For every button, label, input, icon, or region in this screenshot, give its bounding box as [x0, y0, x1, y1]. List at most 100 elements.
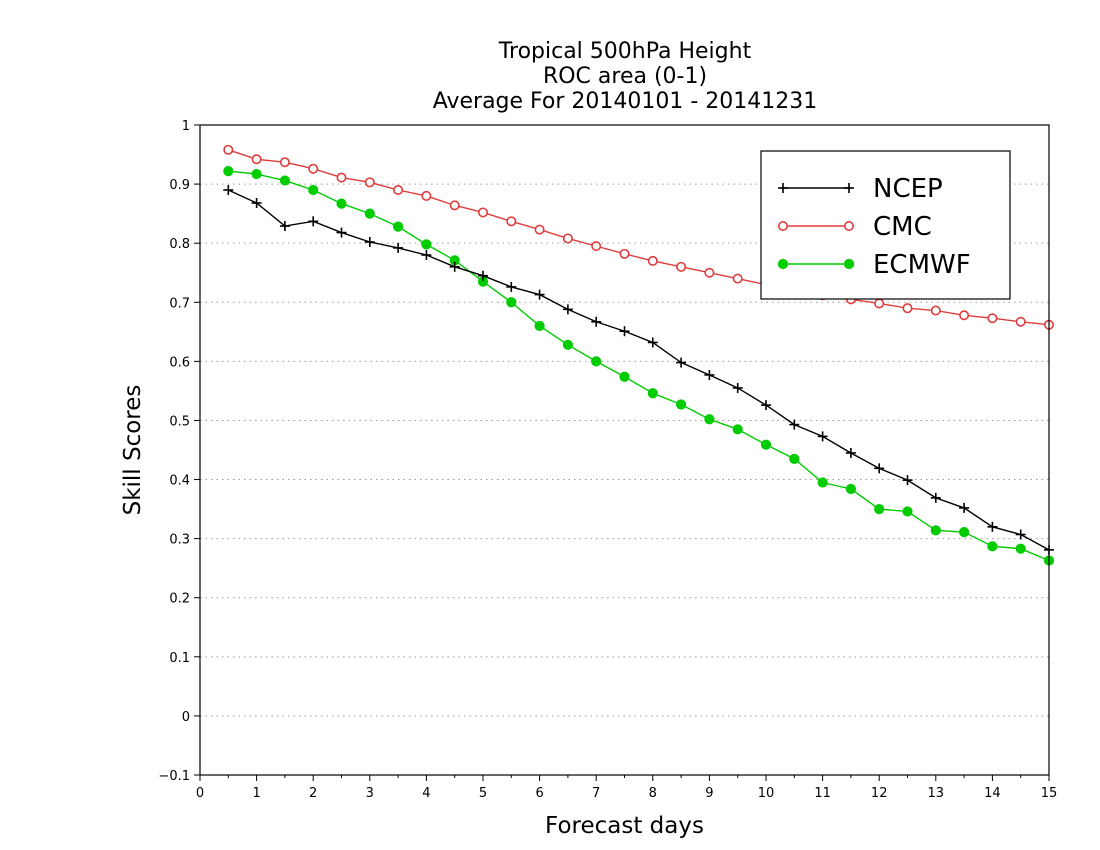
x-tick-label: 8 [649, 786, 657, 801]
data-point [1015, 543, 1026, 554]
data-point [534, 320, 545, 332]
legend-label: ECMWF [873, 250, 971, 280]
data-point [223, 144, 234, 155]
data-point [421, 239, 432, 250]
x-tick-label: 3 [366, 786, 374, 801]
data-point [308, 184, 319, 196]
y-tick-label: 0.3 [169, 533, 190, 548]
data-point [789, 453, 800, 464]
data-point [619, 248, 630, 259]
data-point [506, 216, 517, 227]
x-tick-label: 10 [758, 786, 775, 801]
data-point [987, 313, 998, 324]
y-tick-label: 0.8 [169, 237, 190, 252]
y-tick-label: 0.4 [169, 474, 190, 489]
series-line-ncep [228, 189, 1050, 551]
data-point [760, 439, 772, 450]
title-line-2: ROC area (0-1) [543, 64, 707, 89]
data-point [364, 208, 375, 219]
data-point [874, 463, 885, 474]
data-point [562, 339, 574, 350]
y-tick-label: 0.5 [169, 414, 190, 429]
data-point [874, 503, 885, 515]
data-point [959, 527, 970, 538]
data-point [591, 356, 602, 367]
legend-label: NCEP [873, 174, 943, 204]
data-point [393, 221, 404, 232]
x-tick-label: 2 [309, 786, 317, 801]
legend-marker [777, 258, 789, 270]
x-tick-label: 7 [592, 786, 600, 801]
data-point [562, 233, 573, 244]
data-point [279, 157, 290, 168]
data-point [874, 298, 885, 309]
data-point [647, 255, 658, 266]
series-cmc [223, 144, 1055, 330]
data-point [930, 492, 941, 503]
data-point [930, 305, 941, 316]
series-layer [223, 144, 1055, 566]
data-point [732, 382, 743, 393]
data-point [761, 400, 771, 411]
legend-marker [843, 221, 854, 232]
y-tick-label: −0.1 [158, 769, 190, 784]
data-point [506, 297, 517, 308]
data-point [902, 303, 913, 314]
y-tick-label: 0.1 [169, 651, 190, 666]
data-point [534, 224, 545, 235]
data-point [817, 477, 828, 488]
data-point [449, 200, 460, 211]
y-tick-label: 0.6 [169, 355, 190, 370]
legend: NCEP CMC ECMWF [760, 150, 1011, 300]
data-point [789, 419, 800, 430]
x-tick-label: 13 [928, 786, 945, 801]
data-point [619, 371, 630, 382]
y-tick-label: 1 [182, 119, 190, 134]
gridlines [200, 183, 1049, 717]
y-tick-label: 0 [182, 710, 190, 725]
title-line-3: Average For 20140101 - 20141231 [433, 89, 818, 114]
data-point [308, 216, 319, 227]
data-point [1015, 529, 1026, 540]
data-point [959, 310, 970, 321]
data-point [449, 261, 460, 272]
data-point [676, 357, 687, 368]
data-point [987, 541, 998, 552]
data-point [959, 502, 970, 513]
data-point [421, 190, 432, 201]
x-tick-label: 9 [705, 786, 713, 801]
x-tick-label: 11 [814, 786, 831, 801]
data-point [704, 414, 715, 425]
data-point [251, 168, 262, 180]
data-point [732, 273, 743, 284]
axis-ticks: −0.100.10.20.30.40.50.60.70.80.910 1 2 3 4 5 6… [158, 119, 1057, 801]
data-point [845, 483, 857, 495]
legend-marker [777, 221, 788, 232]
data-point [704, 369, 715, 380]
data-point [251, 198, 262, 208]
data-point [676, 399, 687, 410]
legend-box [760, 150, 1011, 300]
data-point [478, 270, 488, 281]
series-ecmwf [223, 165, 1055, 566]
legend-label: CMC [873, 212, 932, 242]
data-point [477, 207, 488, 218]
legend-marker [778, 183, 788, 193]
data-point [732, 424, 743, 435]
x-tick-label: 4 [422, 786, 430, 801]
data-point [336, 198, 347, 209]
data-point [817, 431, 828, 442]
y-axis-label: Skill Scores [120, 385, 146, 516]
x-tick-label: 12 [871, 786, 888, 801]
data-point [506, 281, 517, 292]
data-point [364, 177, 375, 188]
data-point [223, 165, 234, 177]
legend-item-ecmwf: ECMWF [777, 250, 971, 280]
data-point [279, 221, 290, 232]
x-tick-label: 1 [252, 786, 260, 801]
data-point [562, 304, 573, 315]
y-tick-label: 0.2 [169, 592, 190, 607]
data-point [421, 250, 432, 260]
